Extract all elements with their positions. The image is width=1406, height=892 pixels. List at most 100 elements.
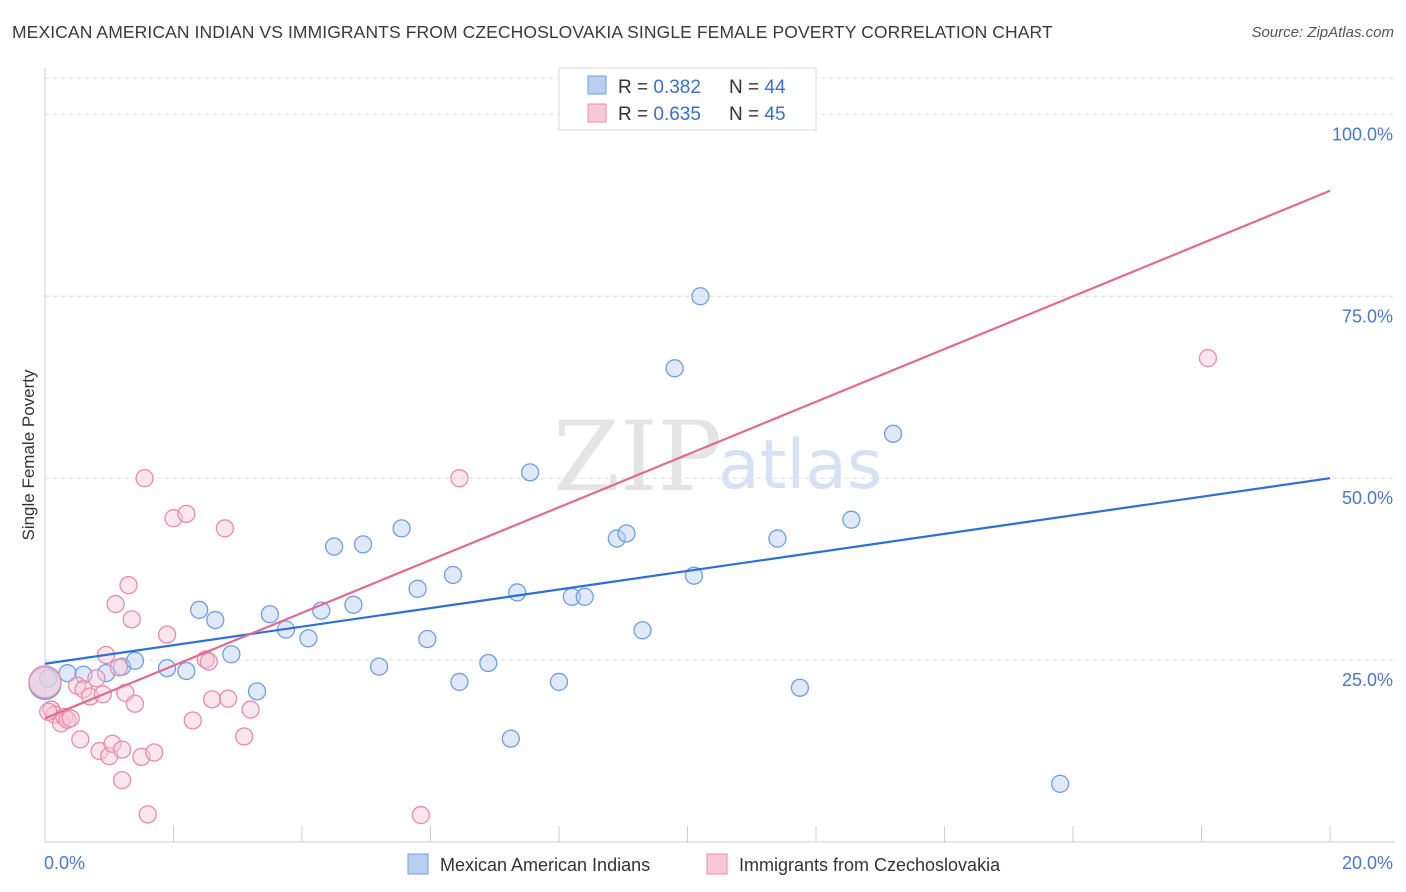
- legend-r-label-1: R =: [618, 77, 653, 98]
- data-point: [125, 694, 145, 713]
- y-tick-labels: 25.0% 50.0% 75.0% 100.0%: [1332, 124, 1393, 690]
- data-point: [190, 600, 209, 620]
- bottom-legend-swatch-blue: [407, 853, 429, 875]
- data-point: [353, 535, 373, 554]
- data-point: [369, 657, 389, 676]
- data-point: [235, 727, 254, 746]
- data-point: [112, 771, 132, 790]
- bottom-legend-label-blue: Mexican American Indians: [440, 855, 650, 875]
- watermark: ZIP atlas: [553, 401, 882, 513]
- data-point: [206, 610, 225, 630]
- watermark-atlas: atlas: [718, 426, 882, 505]
- trend-lines: [44, 189, 1331, 720]
- x-tick-label-max: 20.0%: [1342, 853, 1393, 873]
- data-point: [508, 583, 527, 602]
- data-point: [87, 669, 106, 688]
- trend-line-blue: [44, 477, 1331, 665]
- data-point: [450, 672, 469, 692]
- data-point: [122, 610, 141, 629]
- data-point: [768, 529, 787, 548]
- data-point: [392, 519, 411, 538]
- series-immigrants-czechoslovakia-points: [28, 103, 1218, 825]
- series-mexican-american-indians-points: [28, 287, 1070, 793]
- data-point: [119, 576, 138, 595]
- data-point: [575, 587, 594, 606]
- data-point: [617, 524, 636, 543]
- data-point: [549, 672, 569, 692]
- data-point: [138, 805, 157, 824]
- data-point: [607, 529, 626, 548]
- legend-n-label-1: N =: [729, 77, 764, 98]
- data-point: [202, 690, 222, 709]
- data-point: [883, 424, 903, 443]
- data-point: [222, 645, 241, 664]
- legend-n-1: N = 44: [729, 77, 786, 98]
- data-point: [218, 689, 238, 708]
- bottom-legend-label-pink: Immigrants from Czechoslovakia: [739, 855, 1001, 875]
- data-point: [299, 629, 318, 648]
- data-point: [177, 661, 196, 681]
- legend-n-label-2: N =: [729, 104, 764, 125]
- data-point: [125, 651, 145, 670]
- data-point: [450, 469, 469, 488]
- data-point: [215, 519, 235, 538]
- data-point: [103, 734, 122, 753]
- data-point: [842, 510, 861, 529]
- x-ticks: [44, 826, 1331, 842]
- legend-swatch-blue: [587, 75, 607, 95]
- y-tick-label: 100.0%: [1332, 124, 1393, 144]
- data-point: [790, 678, 810, 697]
- data-point: [109, 658, 129, 677]
- axes: [44, 68, 1395, 843]
- data-point: [28, 665, 62, 699]
- legend-row-2: R = 0.635: [618, 104, 701, 125]
- y-axis-title: Single Female Poverty: [19, 369, 38, 541]
- data-point: [71, 730, 90, 749]
- bottom-legend-swatch-pink: [706, 853, 728, 875]
- chart-source: Source: ZipAtlas.com: [1251, 24, 1394, 41]
- legend-swatch-pink: [587, 103, 607, 123]
- watermark-zip: ZIP: [553, 401, 722, 513]
- data-point: [145, 743, 164, 762]
- x-tick-label-min: 0.0%: [44, 853, 85, 873]
- data-point: [241, 700, 260, 719]
- data-point: [157, 625, 177, 644]
- data-point: [247, 682, 267, 701]
- legend-r-value-2: 0.635: [653, 104, 701, 125]
- data-point: [106, 594, 125, 614]
- legend-n-value-1: 44: [764, 77, 786, 98]
- data-point: [183, 711, 202, 730]
- data-point: [665, 359, 684, 378]
- bottom-legend: Mexican American Indians Immigrants from…: [407, 853, 1001, 875]
- data-point: [633, 621, 652, 640]
- legend-r-label-2: R =: [618, 104, 653, 125]
- data-point: [691, 287, 710, 306]
- data-point: [1051, 774, 1070, 793]
- data-point: [260, 605, 280, 624]
- data-point: [408, 579, 427, 598]
- data-point: [344, 595, 363, 614]
- trend-line-pink: [44, 189, 1331, 720]
- data-point: [443, 565, 463, 585]
- data-point: [418, 629, 437, 649]
- data-point: [74, 680, 93, 699]
- data-point: [520, 463, 540, 482]
- data-point: [199, 652, 218, 671]
- data-point: [1198, 348, 1218, 368]
- legend-box: R = 0.382 N = 44 R = 0.635 N = 45: [558, 67, 817, 131]
- legend-row-1: R = 0.382: [618, 77, 701, 98]
- y-tick-label: 25.0%: [1342, 670, 1393, 690]
- data-point: [411, 805, 431, 825]
- gridlines: [45, 77, 1395, 661]
- data-point: [479, 653, 498, 673]
- y-tick-label: 75.0%: [1342, 306, 1393, 326]
- legend-n-value-2: 45: [764, 104, 785, 125]
- legend-r-value-1: 0.382: [653, 77, 701, 98]
- legend-n-2: N = 45: [729, 104, 786, 125]
- y-tick-label: 50.0%: [1342, 488, 1393, 508]
- data-point: [61, 709, 80, 728]
- data-point: [501, 729, 520, 748]
- data-point: [324, 537, 344, 556]
- x-tick-labels: 0.0% 20.0%: [44, 853, 1393, 873]
